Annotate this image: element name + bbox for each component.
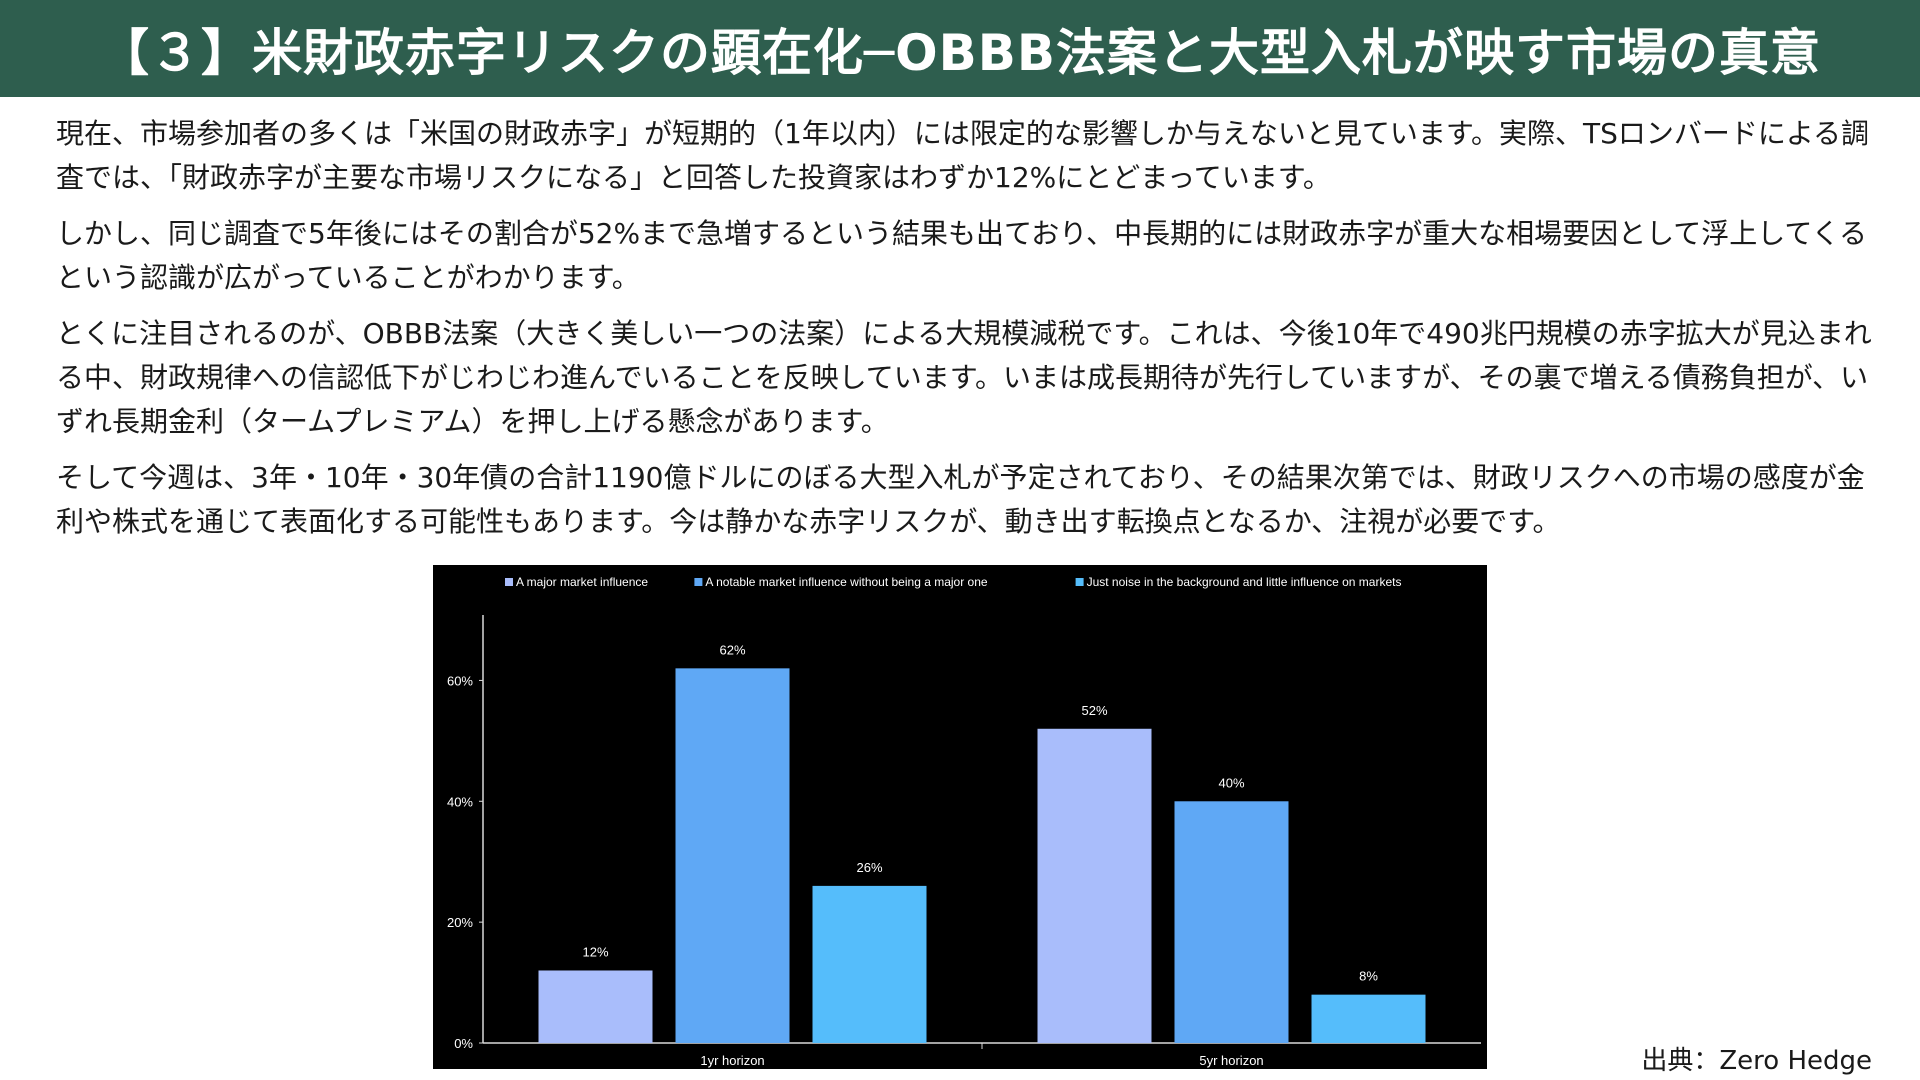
data-label: 62% [719,642,745,657]
source-credit: 出典：Zero Hedge [1641,1046,1872,1076]
y-tick-label: 60% [447,673,473,688]
data-label: 52% [1081,703,1107,718]
bar [812,885,927,1043]
paragraph-4: そして今週は、3年・10年・30年債の合計1190億ドルにのぼる大型入札が予定さ… [56,461,1865,538]
body-text: 現在、市場参加者の多くは「米国の財政赤字」が短期的（1年以内）には限定的な影響し… [56,112,1886,556]
bar [1037,728,1152,1043]
paragraph-3: とくに注目されるのが、OBBB法案（大きく美しい一つの法案）による大規模減税です… [56,317,1872,438]
bar [1311,994,1426,1043]
paragraph-1: 現在、市場参加者の多くは「米国の財政赤字」が短期的（1年以内）には限定的な影響し… [56,117,1870,194]
legend-swatch [694,578,703,586]
paragraph-2: しかし、同じ調査で5年後にはその割合が52%まで急増するという結果も出ており、中… [56,217,1868,294]
x-category-label: 1yr horizon [700,1053,764,1068]
y-tick-label: 0% [454,1036,473,1051]
data-label: 40% [1218,775,1244,790]
bar-chart: 0% 20% 40% 60% 12% 62% 26% 1yr horizon 52% 40% 8% 5… [433,565,1487,1069]
x-category-label: 5yr horizon [1199,1053,1263,1068]
legend-label: A notable market influence without being… [705,575,988,589]
bar [538,970,653,1043]
title-bar: 【３】米財政赤字リスクの顕在化─OBBB法案と大型入札が映す市場の真意 [0,0,1920,97]
legend-swatch [1075,578,1084,586]
page-title: 【３】米財政赤字リスクの顕在化─OBBB法案と大型入札が映す市場の真意 [99,23,1821,82]
bar [1174,801,1289,1043]
bar-chart-svg: 0% 20% 40% 60% 12% 62% 26% 1yr horizon 52% 40% 8% 5… [447,575,1481,1068]
bar [675,668,790,1043]
y-tick-label: 40% [447,794,473,809]
data-label: 8% [1359,969,1378,984]
legend-label: Just noise in the background and little … [1087,575,1402,589]
legend-label: A major market influence [516,575,648,589]
data-label: 12% [582,944,608,959]
legend-swatch [505,578,513,586]
y-tick-label: 20% [447,915,473,930]
data-label: 26% [856,860,882,875]
